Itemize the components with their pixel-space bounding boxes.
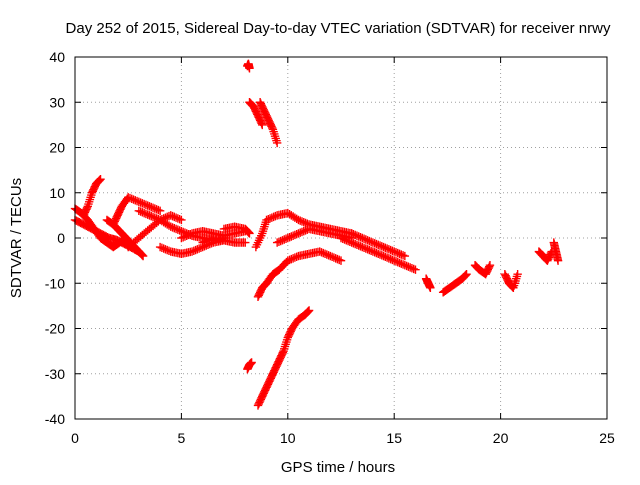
series-arc-late-1: [421, 274, 435, 292]
plot-frame: [74, 56, 608, 420]
y-tick-label: 10: [49, 185, 65, 201]
series-arc-gap-38: [243, 59, 254, 73]
data-point: [485, 262, 494, 271]
data-point: [278, 348, 288, 357]
y-tick-label: 0: [57, 230, 65, 246]
x-tick-label: 5: [178, 430, 186, 446]
data-point: [134, 247, 144, 256]
x-tick-label: 20: [493, 430, 509, 446]
y-tick-label: -10: [45, 275, 65, 291]
data-point: [133, 245, 142, 255]
y-tick-label: 20: [49, 140, 65, 156]
series-arc-big-rise: [253, 306, 314, 410]
y-tick-label: -20: [45, 321, 65, 337]
data-point: [400, 251, 410, 261]
data-point: [485, 260, 495, 270]
series-arc-late-2: [438, 270, 471, 297]
data-point: [82, 203, 92, 213]
series-arc-flat-2: [198, 233, 250, 247]
x-axis-label: GPS time / hours: [281, 459, 395, 476]
series-arc-desc-2: [347, 229, 410, 261]
data-point: [553, 256, 563, 265]
series-arc-high-2: [255, 98, 282, 148]
data-point: [155, 206, 165, 216]
data-point: [513, 270, 522, 279]
y-tick-label: -30: [45, 366, 65, 382]
data-point: [247, 358, 256, 367]
series-arc-neg-29: [243, 358, 256, 374]
data-point: [243, 227, 253, 237]
data-point: [461, 270, 471, 280]
data-point: [257, 119, 266, 128]
data-point: [304, 306, 314, 315]
data-point: [272, 138, 282, 148]
data-point: [244, 228, 253, 237]
series-arc-flat-3: [219, 222, 254, 238]
data-point: [96, 174, 105, 184]
data-point: [133, 246, 143, 256]
data-points: [70, 59, 563, 410]
chart-title: Day 252 of 2015, Sidereal Day-to-day VTE…: [66, 20, 611, 37]
x-tick-label: 15: [386, 430, 402, 446]
series-arc-mid-rise: [253, 247, 346, 302]
data-point: [267, 123, 277, 133]
series-arc-high-1: [245, 98, 267, 130]
data-point: [303, 307, 312, 317]
data-point: [94, 176, 104, 185]
data-point: [336, 256, 346, 265]
series-arc-late-4: [500, 270, 522, 292]
series-arc-flat-4: [272, 224, 356, 247]
data-point: [460, 271, 470, 280]
data-point: [138, 251, 147, 260]
data-point: [426, 283, 435, 292]
series-arc-hump: [79, 174, 105, 220]
data-point: [258, 120, 267, 130]
y-tick-label: -40: [45, 411, 65, 427]
series-arc-late-5: [534, 247, 556, 265]
y-tick-label: 30: [49, 94, 65, 110]
data-point: [95, 175, 105, 185]
data-point: [177, 215, 186, 225]
series-arc-late-6: [549, 238, 563, 265]
y-axis-label: SDTVAR / TECUs: [8, 178, 25, 298]
data-point: [245, 64, 254, 73]
x-tick-label: 10: [280, 430, 296, 446]
data-point: [245, 229, 254, 238]
y-tick-label: 40: [49, 49, 65, 65]
data-point: [304, 306, 313, 316]
data-point: [138, 251, 148, 261]
x-tick-label: 25: [599, 430, 615, 446]
data-point: [462, 270, 471, 279]
data-point: [411, 265, 420, 274]
series-arc-late-3: [470, 260, 495, 279]
data-point: [241, 238, 250, 247]
x-tick-label: 0: [71, 430, 79, 446]
series-arc-rise-1: [109, 193, 165, 229]
series-arc-desc-1: [336, 233, 420, 274]
axis-ticks: 0 5 10 15 20 25 -40 -30 -20 -10 0 10 20 30 40: [45, 49, 615, 446]
series-arc-mid-1: [102, 215, 144, 256]
